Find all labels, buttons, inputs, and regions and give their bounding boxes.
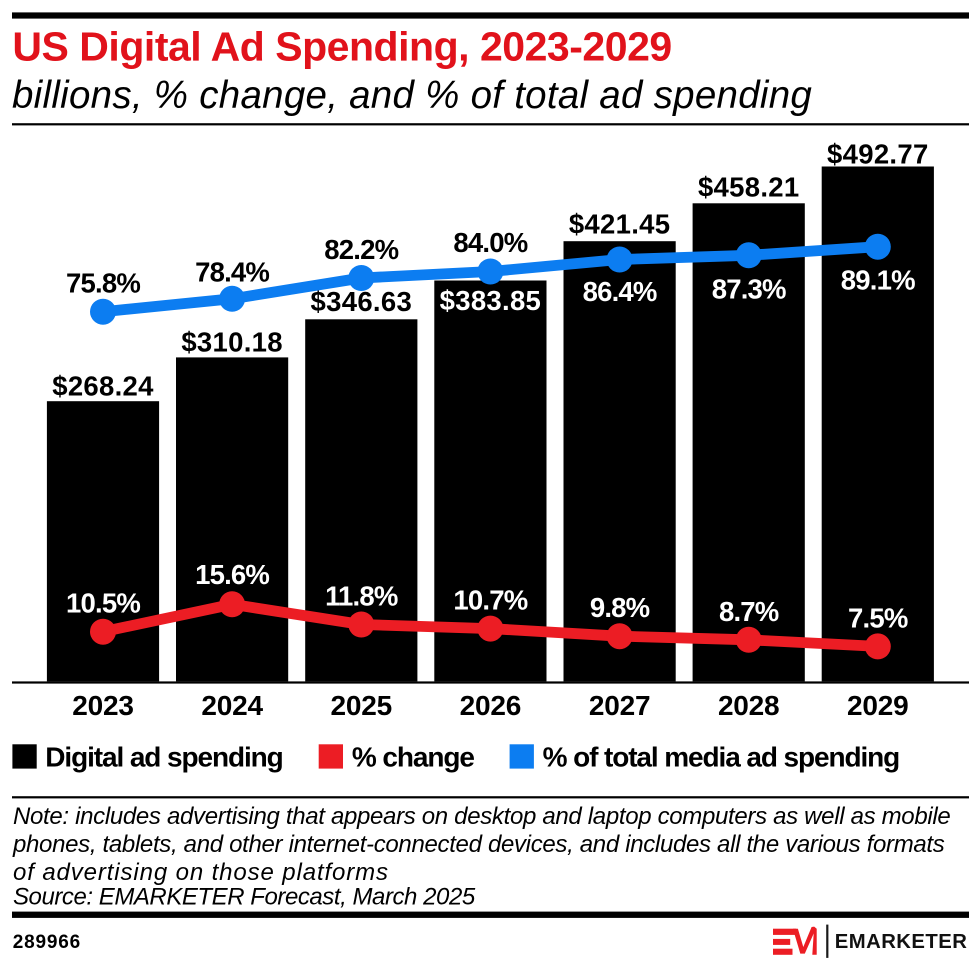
svg-text:289966: 289966 <box>13 932 81 953</box>
svg-text:82.2%: 82.2% <box>324 234 398 265</box>
svg-text:of advertising on those platfo: of advertising on those platforms <box>13 859 389 886</box>
svg-text:10.5%: 10.5% <box>66 588 140 619</box>
svg-text:EMARKETER: EMARKETER <box>835 931 968 953</box>
svg-text:2029: 2029 <box>847 690 909 721</box>
svg-text:2025: 2025 <box>331 690 393 721</box>
svg-text:8.7%: 8.7% <box>719 596 779 627</box>
svg-text:$346.63: $346.63 <box>311 286 413 317</box>
svg-text:84.0%: 84.0% <box>453 227 527 258</box>
svg-text:7.5%: 7.5% <box>848 602 908 633</box>
svg-text:Source: EMARKETER Forecast, Ma: Source: EMARKETER Forecast, March 2025 <box>13 884 476 911</box>
svg-text:Digital ad spending: Digital ad spending <box>45 742 282 773</box>
svg-text:15.6%: 15.6% <box>195 559 269 590</box>
svg-text:% of total media ad spending: % of total media ad spending <box>543 742 900 773</box>
svg-text:US Digital Ad Spending, 2023-2: US Digital Ad Spending, 2023-2029 <box>12 23 671 69</box>
svg-text:phones, tablets, and other int: phones, tablets, and other internet-conn… <box>12 831 945 858</box>
svg-text:2024: 2024 <box>201 690 263 721</box>
svg-text:billions, % change, and % of t: billions, % change, and % of total ad sp… <box>12 74 812 117</box>
svg-text:11.8%: 11.8% <box>325 581 398 612</box>
svg-text:2027: 2027 <box>589 690 651 721</box>
svg-text:$310.18: $310.18 <box>181 326 283 357</box>
svg-text:% change: % change <box>352 742 474 773</box>
svg-text:$421.45: $421.45 <box>569 209 671 240</box>
svg-text:$268.24: $268.24 <box>52 370 154 401</box>
svg-text:2023: 2023 <box>72 690 134 721</box>
svg-text:2028: 2028 <box>718 690 780 721</box>
svg-text:$383.85: $383.85 <box>440 285 542 316</box>
svg-text:Note: includes advertising tha: Note: includes advertising that appears … <box>13 803 950 830</box>
svg-text:9.8%: 9.8% <box>590 592 650 623</box>
svg-text:78.4%: 78.4% <box>195 256 269 287</box>
svg-text:87.3%: 87.3% <box>712 274 786 305</box>
svg-text:75.8%: 75.8% <box>66 267 140 298</box>
svg-text:$458.21: $458.21 <box>698 172 800 203</box>
svg-text:86.4%: 86.4% <box>583 276 657 307</box>
svg-text:2026: 2026 <box>460 690 522 721</box>
svg-text:89.1%: 89.1% <box>841 264 915 295</box>
svg-text:$492.77: $492.77 <box>827 139 929 170</box>
svg-text:10.7%: 10.7% <box>453 585 527 616</box>
